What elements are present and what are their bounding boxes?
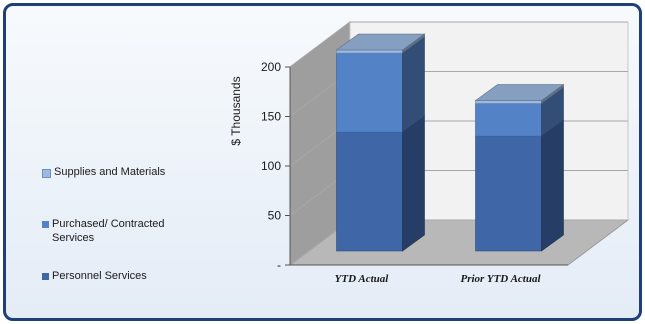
gridline	[289, 21, 628, 68]
bar-segment-front	[475, 100, 542, 104]
bars	[335, 33, 565, 252]
y-tick-label: 100	[261, 159, 281, 173]
bar-top-face	[335, 33, 426, 51]
legend-swatch-personnel	[42, 273, 49, 280]
bar-segment-front	[336, 49, 403, 54]
x-tick-label: YTD Actual	[335, 273, 390, 285]
legend-item-personnel: Personnel Services	[42, 269, 147, 283]
y-tick-label: 200	[261, 60, 281, 74]
bar-segment-front	[336, 131, 403, 252]
legend-item-supplies: Supplies and Materials	[42, 165, 165, 179]
legend-label-supplies: Supplies and Materials	[54, 166, 166, 178]
y-tick-label: 150	[261, 110, 281, 124]
y-axis-title: $ Thousands	[229, 76, 243, 145]
bar-segment-front	[475, 135, 542, 252]
legend-item-purchased: Purchased/ Contracted Services	[42, 217, 192, 245]
bar-segment-side	[402, 36, 425, 133]
legend-label-personnel: Personnel Services	[52, 270, 147, 282]
legend-swatch-supplies	[42, 169, 51, 178]
bar-segment-front	[475, 103, 542, 137]
y-tick-label: -	[277, 258, 281, 272]
legend-label-purchased: Purchased/ Contracted Services	[52, 218, 165, 244]
axis-labels: $ Thousands - 50 100 150 200 YTD Actual Prior …	[229, 60, 541, 285]
bar-top-face	[474, 84, 565, 101]
legend-swatch-purchased	[42, 221, 49, 228]
x-tick-label: Prior YTD Actual	[460, 273, 541, 285]
bar-segment-side	[402, 115, 425, 252]
bar-segment-front	[336, 52, 403, 133]
y-tick-label: 50	[268, 209, 282, 223]
bar-segment-side	[541, 119, 564, 252]
